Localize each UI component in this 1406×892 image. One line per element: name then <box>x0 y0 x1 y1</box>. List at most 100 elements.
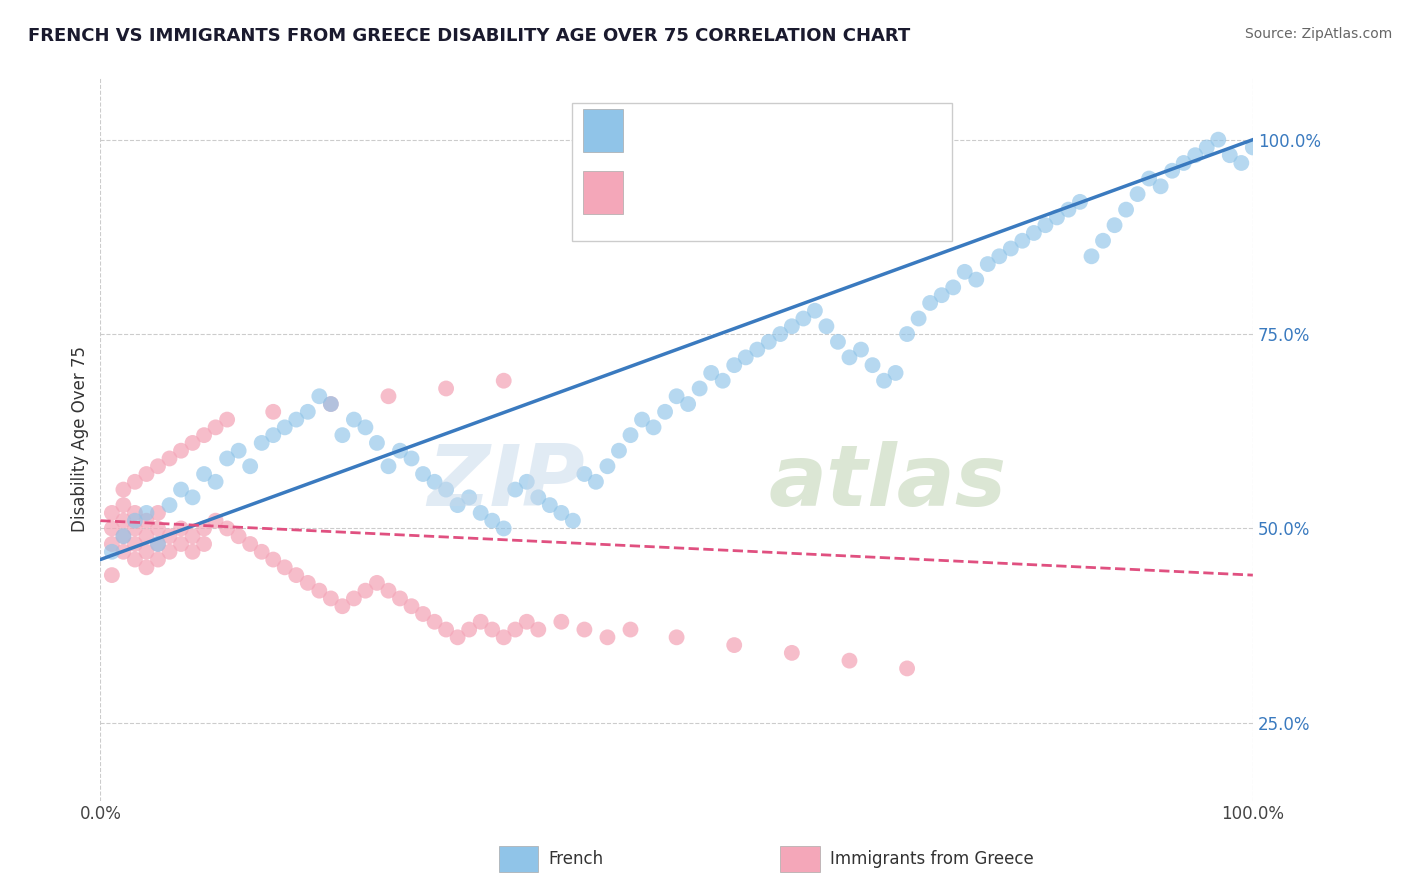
Point <box>849 343 872 357</box>
Point <box>631 412 654 426</box>
Point <box>274 560 297 574</box>
Point <box>181 529 204 543</box>
Point <box>896 661 918 675</box>
Point <box>965 272 987 286</box>
Point <box>619 623 641 637</box>
Point <box>159 498 181 512</box>
Point <box>423 615 446 629</box>
Point <box>135 467 157 481</box>
Point <box>1184 148 1206 162</box>
Point <box>1092 234 1115 248</box>
Point <box>332 428 354 442</box>
Point <box>1104 218 1126 232</box>
Point <box>112 514 135 528</box>
Point <box>181 436 204 450</box>
Point <box>516 475 538 489</box>
Point <box>769 326 792 341</box>
Point <box>458 623 481 637</box>
Text: ZIP: ZIP <box>427 441 585 524</box>
Point <box>1022 226 1045 240</box>
Point <box>527 491 550 505</box>
Point <box>1241 140 1264 154</box>
Point <box>1057 202 1080 217</box>
Point <box>112 529 135 543</box>
Point <box>297 405 319 419</box>
Point <box>297 575 319 590</box>
Point <box>1069 194 1091 209</box>
Point <box>262 428 284 442</box>
Point <box>124 521 146 535</box>
Point <box>574 623 596 637</box>
Point <box>804 303 827 318</box>
Point <box>838 351 860 365</box>
Point <box>319 591 342 606</box>
Point <box>907 311 929 326</box>
Point <box>159 545 181 559</box>
Point <box>758 334 780 349</box>
Point <box>838 654 860 668</box>
Point <box>101 521 124 535</box>
Point <box>700 366 723 380</box>
Point <box>124 537 146 551</box>
Point <box>377 389 399 403</box>
Point <box>574 467 596 481</box>
Point <box>723 358 745 372</box>
Point <box>747 343 769 357</box>
Point <box>101 568 124 582</box>
Point <box>1046 211 1069 225</box>
Point <box>181 491 204 505</box>
Point <box>643 420 665 434</box>
Point <box>146 537 169 551</box>
Point <box>274 420 297 434</box>
Point <box>124 552 146 566</box>
Point <box>920 296 942 310</box>
Point <box>481 623 503 637</box>
Point <box>204 514 226 528</box>
Point <box>1219 148 1241 162</box>
Point <box>262 405 284 419</box>
Point <box>1161 163 1184 178</box>
Point <box>492 521 515 535</box>
Point <box>434 382 457 396</box>
Point <box>873 374 896 388</box>
Point <box>815 319 838 334</box>
Point <box>146 521 169 535</box>
Point <box>412 607 434 621</box>
Text: Immigrants from Greece: Immigrants from Greece <box>830 850 1033 868</box>
Text: FRENCH VS IMMIGRANTS FROM GREECE DISABILITY AGE OVER 75 CORRELATION CHART: FRENCH VS IMMIGRANTS FROM GREECE DISABIL… <box>28 27 910 45</box>
Point <box>308 389 330 403</box>
Point <box>1230 156 1253 170</box>
Point <box>204 475 226 489</box>
Point <box>538 498 561 512</box>
Point <box>988 249 1011 263</box>
Point <box>112 483 135 497</box>
Point <box>354 583 377 598</box>
Point <box>1035 218 1057 232</box>
Point <box>1149 179 1171 194</box>
Point <box>665 630 688 644</box>
Text: R = -0.028   N = 81: R = -0.028 N = 81 <box>637 182 830 202</box>
Point <box>319 397 342 411</box>
Point <box>503 483 526 497</box>
Point <box>942 280 965 294</box>
Point <box>146 552 169 566</box>
Point <box>503 623 526 637</box>
Point <box>596 630 619 644</box>
Point <box>434 483 457 497</box>
Point <box>228 443 250 458</box>
Point <box>412 467 434 481</box>
Point <box>516 615 538 629</box>
Point <box>343 412 366 426</box>
Point <box>492 630 515 644</box>
Point <box>896 326 918 341</box>
Point <box>977 257 1000 271</box>
Point <box>481 514 503 528</box>
Point <box>135 506 157 520</box>
Point <box>734 351 756 365</box>
Point <box>1195 140 1218 154</box>
Point <box>319 397 342 411</box>
Point <box>470 506 492 520</box>
Point <box>931 288 953 302</box>
Point <box>124 475 146 489</box>
Point <box>124 506 146 520</box>
